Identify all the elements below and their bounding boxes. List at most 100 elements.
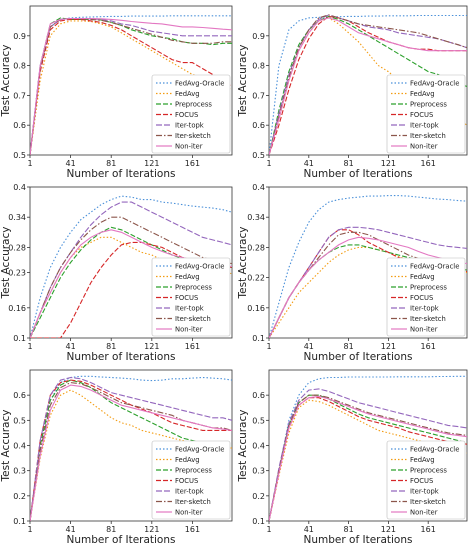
legend-label: Iter-topk (410, 488, 439, 496)
x-tick-label: 81 (344, 525, 354, 534)
x-tick-label: 41 (304, 159, 314, 168)
x-tick-label: 1 (266, 525, 271, 534)
y-tick-label: 0.5 (13, 151, 26, 160)
x-tick-label: 41 (66, 342, 76, 351)
series-line-non-iter (30, 384, 232, 521)
legend-label: FedAvg (410, 90, 435, 98)
y-axis-label: Test Accuracy (237, 410, 249, 483)
legend-label: Iter-topk (410, 305, 439, 313)
y-axis-label: Test Accuracy (237, 227, 249, 300)
legend-label: Non-iter (410, 143, 438, 151)
y-tick-label: 0.16 (8, 304, 26, 313)
series-line-iter-sketch (30, 216, 232, 338)
legend-box (386, 74, 466, 154)
x-tick-label: 121 (144, 159, 159, 168)
x-tick-label: 1 (266, 159, 271, 168)
y-tick-label: 0.23 (8, 269, 26, 278)
legend-label: Iter-sketch (410, 498, 446, 506)
chart-panel-5: 0.1 0.2 0.3 0.4 0.5 0.6 1 41 81 121 161 Number of I… (0, 369, 233, 543)
series-line-non-iter (269, 236, 467, 338)
y-tick-label: 0.4 (13, 183, 26, 192)
y-tick-label: 0.16 (247, 304, 265, 313)
legend-label: FedAvg (175, 90, 200, 98)
legend-label: FOCUS (175, 111, 198, 119)
y-tick-label: 0.2 (13, 492, 26, 501)
x-tick-label: 1 (27, 159, 32, 168)
y-tick-label: 0.3 (13, 467, 26, 476)
series-line-focus (30, 18, 232, 155)
x-tick-label: 81 (106, 525, 116, 534)
x-tick-label: 1 (27, 342, 32, 351)
legend-label: Preprocess (410, 284, 447, 292)
legend-label: Non-iter (175, 509, 203, 517)
legend-label: Non-iter (175, 326, 203, 334)
x-tick-label: 41 (304, 342, 314, 351)
series-line-fedavg-oracle (30, 195, 232, 338)
y-tick-label: 0.6 (252, 121, 265, 130)
legend-box (151, 440, 231, 520)
x-tick-label: 41 (66, 159, 76, 168)
y-tick-label: 0.8 (13, 62, 26, 71)
x-tick-label: 81 (344, 159, 354, 168)
legend-label: FedAvg-Oracle (175, 446, 224, 454)
series-line-focus (30, 379, 232, 521)
legend-label: Preprocess (410, 467, 447, 475)
chart-panel-2: 0.5 0.6 0.7 0.8 0.9 1 41 81 121 161 Number of Iter… (237, 5, 468, 180)
legend-label: FedAvg (175, 456, 200, 464)
legend-label: FedAvg (410, 456, 435, 464)
y-tick-label: 0.1 (13, 517, 26, 526)
x-tick-label: 121 (381, 525, 396, 534)
y-tick-label: 0.22 (247, 274, 265, 283)
y-tick-label: 0.2 (252, 492, 265, 501)
legend-box (386, 257, 466, 337)
legend-label: Preprocess (175, 467, 212, 475)
series-line-focus (269, 397, 467, 521)
chart-panel-3: 0.1 0.16 0.23 0.28 0.34 0.4 1 41 81 121 161 Number … (0, 183, 233, 362)
y-tick-label: 0.4 (13, 442, 26, 451)
x-axis-label: Number of Iterations (67, 534, 176, 543)
legend-label: FOCUS (410, 294, 433, 302)
legend-label: FedAvg-Oracle (175, 263, 224, 271)
y-tick-label: 0.28 (247, 243, 265, 252)
legend-label: Non-iter (410, 326, 438, 334)
legend-label: FedAvg (175, 273, 200, 281)
x-tick-label: 161 (185, 342, 200, 351)
x-tick-label: 41 (304, 525, 314, 534)
series-line-iter-sketch (269, 14, 467, 155)
series-line-iter-sketch (30, 17, 232, 155)
legend-label: Iter-topk (175, 122, 204, 130)
series-line-non-iter (269, 17, 467, 155)
x-tick-label: 161 (421, 342, 436, 351)
series-line-non-iter (30, 17, 232, 155)
y-tick-label: 0.9 (252, 32, 265, 41)
y-tick-label: 0.1 (13, 334, 26, 343)
y-tick-label: 0.1 (252, 334, 265, 343)
y-tick-label: 0.3 (252, 467, 265, 476)
x-axis-label: Number of Iterations (67, 168, 176, 180)
legend-label: FedAvg (410, 273, 435, 281)
legend-label: Iter-sketch (410, 132, 446, 140)
series-line-fedavg (30, 389, 232, 521)
legend-label: Preprocess (175, 101, 212, 109)
y-tick-label: 0.6 (252, 391, 265, 400)
x-axis-label: Number of Iterations (304, 534, 413, 543)
y-tick-label: 0.6 (13, 121, 26, 130)
legend-label: FedAvg-Oracle (175, 80, 224, 88)
legend-label: Iter-topk (175, 488, 204, 496)
legend-label: FedAvg-Oracle (410, 80, 459, 88)
legend-label: FedAvg-Oracle (410, 446, 459, 454)
x-tick-label: 121 (381, 159, 396, 168)
legend-label: Preprocess (410, 101, 447, 109)
x-tick-label: 1 (27, 525, 32, 534)
series-line-iter-topk (269, 388, 467, 521)
y-tick-label: 0.5 (252, 151, 265, 160)
x-tick-label: 81 (106, 159, 116, 168)
y-tick-label: 0.4 (252, 442, 265, 451)
legend-box (151, 74, 231, 154)
x-tick-label: 121 (381, 342, 396, 351)
legend-label: Non-iter (410, 509, 438, 517)
y-tick-label: 0.1 (252, 517, 265, 526)
legend-label: FedAvg-Oracle (410, 263, 459, 271)
y-axis-label: Test Accuracy (0, 227, 12, 300)
